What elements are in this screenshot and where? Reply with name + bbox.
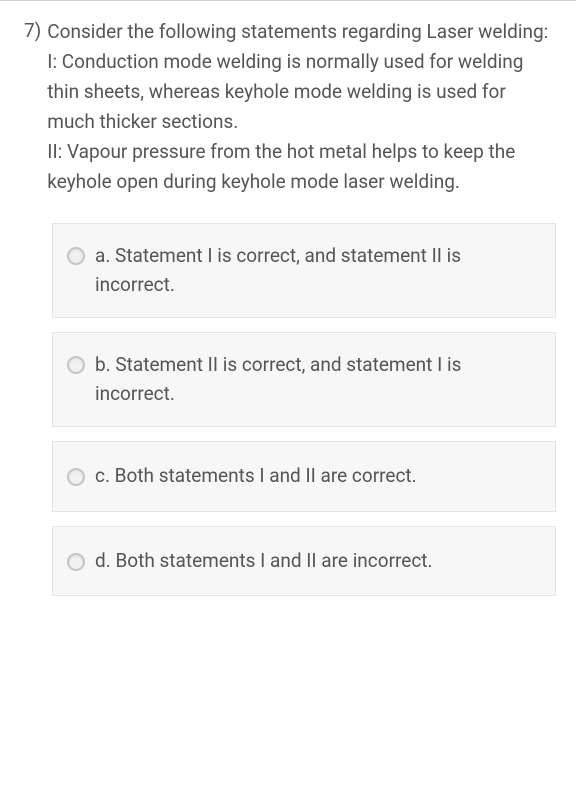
option-d-label: d. Both statements I and II are incorrec… <box>95 547 433 576</box>
statement-1: I: Conduction mode welding is normally u… <box>47 47 556 137</box>
question-block: 7) Consider the following statements reg… <box>0 17 576 596</box>
question-divider <box>0 0 576 1</box>
option-a-label: a. Statement I is correct, and statement… <box>95 242 539 299</box>
radio-icon[interactable] <box>67 356 85 374</box>
question-header: 7) Consider the following statements reg… <box>24 17 556 215</box>
option-b-label: b. Statement II is correct, and statemen… <box>95 351 539 408</box>
radio-icon[interactable] <box>67 468 85 486</box>
statement-2: II: Vapour pressure from the hot metal h… <box>47 137 556 197</box>
question-number: 7) <box>24 17 41 46</box>
radio-icon[interactable] <box>67 247 85 265</box>
option-d[interactable]: d. Both statements I and II are incorrec… <box>52 526 556 597</box>
question-prompt: Consider the following statements regard… <box>47 20 548 43</box>
radio-icon[interactable] <box>67 553 85 571</box>
option-a[interactable]: a. Statement I is correct, and statement… <box>52 223 556 318</box>
option-c[interactable]: c. Both statements I and II are correct. <box>52 441 556 512</box>
option-c-label: c. Both statements I and II are correct. <box>95 462 417 491</box>
option-b[interactable]: b. Statement II is correct, and statemen… <box>52 332 556 427</box>
options-list: a. Statement I is correct, and statement… <box>52 223 556 596</box>
